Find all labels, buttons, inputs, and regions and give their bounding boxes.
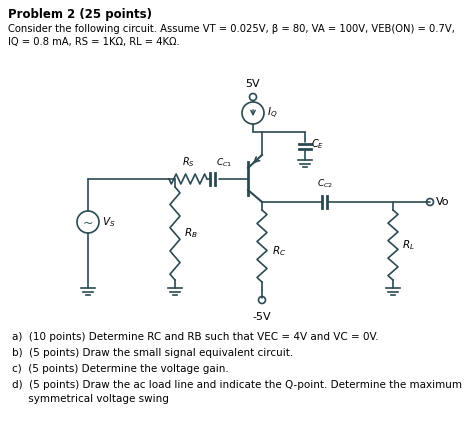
Text: Problem 2 (25 points): Problem 2 (25 points) <box>8 8 152 21</box>
Text: c)  (5 points) Determine the voltage gain.: c) (5 points) Determine the voltage gain… <box>12 364 229 374</box>
Text: symmetrical voltage swing: symmetrical voltage swing <box>12 394 169 404</box>
Text: $C_E$: $C_E$ <box>311 137 324 151</box>
Text: -5V: -5V <box>253 312 271 322</box>
Text: $R_S$: $R_S$ <box>182 155 194 169</box>
Text: $C_{C1}$: $C_{C1}$ <box>216 156 232 169</box>
Text: Consider the following circuit. Assume VT = 0.025V, β = 80, VA = 100V, VEB(ON) =: Consider the following circuit. Assume V… <box>8 24 455 34</box>
Text: b)  (5 points) Draw the small signal equivalent circuit.: b) (5 points) Draw the small signal equi… <box>12 348 293 358</box>
Text: 5V: 5V <box>246 79 260 89</box>
Text: $R_B$: $R_B$ <box>184 227 198 240</box>
Text: $I_Q$: $I_Q$ <box>267 105 277 121</box>
Text: $C_{C2}$: $C_{C2}$ <box>317 177 333 190</box>
Text: Vo: Vo <box>436 197 449 207</box>
Text: d)  (5 points) Draw the ac load line and indicate the Q-point. Determine the max: d) (5 points) Draw the ac load line and … <box>12 380 462 390</box>
Text: $R_L$: $R_L$ <box>402 238 415 252</box>
Text: $R_C$: $R_C$ <box>272 244 286 258</box>
Text: a)  (10 points) Determine RC and RB such that VEC = 4V and VC = 0V.: a) (10 points) Determine RC and RB such … <box>12 332 379 342</box>
Text: IQ = 0.8 mA, RS = 1KΩ, RL = 4KΩ.: IQ = 0.8 mA, RS = 1KΩ, RL = 4KΩ. <box>8 37 180 47</box>
Text: ~: ~ <box>83 216 93 229</box>
Text: $V_S$: $V_S$ <box>102 215 116 229</box>
